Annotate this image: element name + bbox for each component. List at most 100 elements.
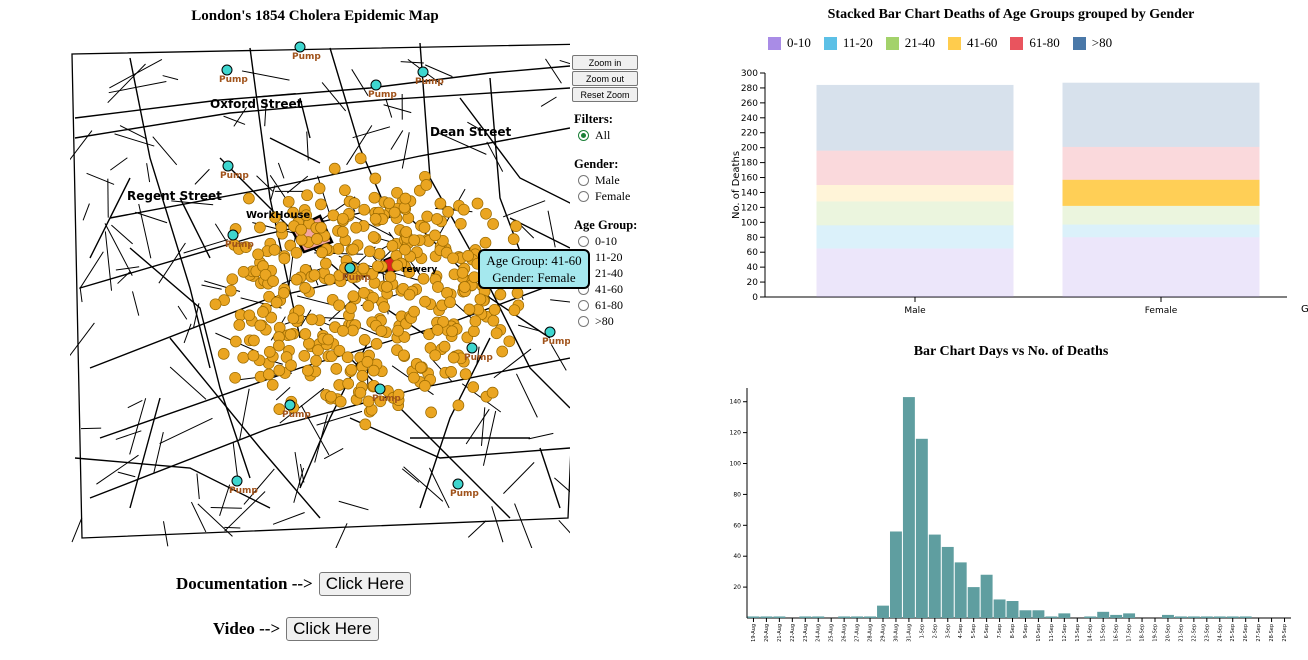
daily-bar[interactable] — [1239, 616, 1252, 618]
death-point[interactable] — [342, 377, 355, 390]
death-point[interactable] — [361, 356, 374, 368]
death-point[interactable] — [463, 303, 476, 316]
death-point[interactable] — [446, 325, 458, 338]
daily-bar[interactable] — [760, 616, 773, 618]
death-point[interactable] — [447, 252, 459, 265]
death-point[interactable] — [384, 270, 397, 283]
death-point[interactable] — [229, 371, 241, 384]
death-point[interactable] — [268, 244, 281, 256]
death-point[interactable] — [263, 346, 276, 358]
death-point[interactable] — [400, 226, 413, 238]
pump-point[interactable] — [452, 478, 464, 490]
death-point[interactable] — [284, 328, 297, 341]
daily-bar[interactable] — [1226, 616, 1239, 618]
death-point[interactable] — [445, 366, 457, 378]
death-point[interactable] — [319, 257, 332, 270]
death-point[interactable] — [341, 351, 354, 364]
death-point[interactable] — [315, 198, 327, 211]
death-point[interactable] — [456, 266, 469, 279]
daily-bar[interactable] — [877, 605, 889, 618]
pump-point[interactable] — [374, 383, 386, 395]
death-point[interactable] — [299, 282, 311, 294]
death-point[interactable] — [507, 233, 520, 245]
death-point[interactable] — [347, 243, 360, 256]
death-point[interactable] — [287, 312, 300, 325]
stacked-bar-segment[interactable] — [1062, 224, 1260, 238]
death-point[interactable] — [287, 206, 299, 219]
death-point[interactable] — [237, 266, 250, 278]
stacked-bar-segment[interactable] — [816, 225, 1014, 249]
death-point[interactable] — [447, 351, 460, 364]
daily-bar[interactable] — [954, 562, 967, 618]
daily-bar[interactable] — [1161, 614, 1174, 618]
death-point[interactable] — [325, 390, 337, 403]
death-point[interactable] — [315, 221, 327, 234]
death-point[interactable] — [273, 364, 286, 377]
daily-bar[interactable] — [812, 616, 825, 618]
death-point[interactable] — [457, 203, 470, 216]
death-point[interactable] — [266, 379, 279, 391]
death-point[interactable] — [392, 324, 404, 337]
video-button[interactable]: Click Here — [286, 617, 379, 641]
age-option[interactable]: 0-10 — [578, 233, 637, 249]
age-option[interactable]: >80 — [578, 313, 637, 329]
death-point[interactable] — [432, 281, 444, 293]
death-point[interactable] — [452, 399, 465, 412]
pump-point[interactable] — [227, 229, 239, 241]
death-point[interactable] — [357, 262, 370, 275]
death-point[interactable] — [345, 363, 358, 376]
death-point[interactable] — [374, 395, 387, 408]
documentation-button[interactable]: Click Here — [318, 572, 412, 596]
pump-point[interactable] — [222, 160, 234, 172]
death-point[interactable] — [383, 197, 395, 210]
filter-all-option[interactable]: All — [578, 127, 637, 143]
death-point[interactable] — [487, 314, 500, 327]
death-point[interactable] — [354, 152, 367, 165]
death-point[interactable] — [490, 327, 503, 340]
death-point[interactable] — [290, 273, 303, 286]
death-point[interactable] — [262, 368, 275, 381]
death-point[interactable] — [454, 217, 467, 230]
death-point[interactable] — [209, 298, 222, 311]
death-point[interactable] — [356, 370, 369, 382]
death-point[interactable] — [248, 334, 260, 347]
death-point[interactable] — [458, 281, 471, 293]
death-point[interactable] — [328, 162, 341, 175]
daily-bar[interactable] — [1200, 616, 1213, 618]
death-point[interactable] — [270, 296, 283, 309]
death-point[interactable] — [313, 182, 326, 195]
daily-bar[interactable] — [1187, 616, 1200, 618]
gender-female-radio[interactable] — [578, 190, 589, 202]
daily-bar[interactable] — [941, 546, 954, 618]
death-point[interactable] — [345, 302, 357, 314]
daily-bar[interactable] — [1045, 616, 1058, 618]
death-point[interactable] — [240, 241, 252, 253]
death-point[interactable] — [391, 259, 404, 272]
death-point[interactable] — [459, 368, 472, 380]
stacked-bar-segment[interactable] — [1062, 205, 1260, 225]
death-point[interactable] — [381, 281, 393, 293]
death-point[interactable] — [414, 361, 427, 374]
death-point[interactable] — [469, 315, 482, 328]
stacked-bar-segment[interactable] — [1062, 146, 1260, 180]
daily-bar[interactable] — [799, 616, 812, 618]
death-point[interactable] — [295, 234, 308, 246]
death-point[interactable] — [467, 381, 480, 393]
daily-bar[interactable] — [902, 397, 915, 618]
death-point[interactable] — [362, 300, 375, 312]
death-point[interactable] — [417, 272, 430, 285]
death-point[interactable] — [358, 334, 371, 346]
daily-bar[interactable] — [889, 531, 902, 618]
death-point[interactable] — [480, 207, 492, 220]
pump-point[interactable] — [294, 41, 306, 53]
death-point[interactable] — [243, 309, 256, 322]
death-point[interactable] — [363, 245, 376, 258]
death-point[interactable] — [487, 218, 499, 230]
death-point[interactable] — [419, 380, 431, 392]
death-point[interactable] — [269, 211, 281, 224]
death-point[interactable] — [399, 243, 411, 256]
death-point[interactable] — [471, 197, 484, 210]
daily-bar[interactable] — [1019, 610, 1032, 618]
death-point[interactable] — [347, 290, 360, 303]
death-points[interactable] — [209, 152, 525, 431]
